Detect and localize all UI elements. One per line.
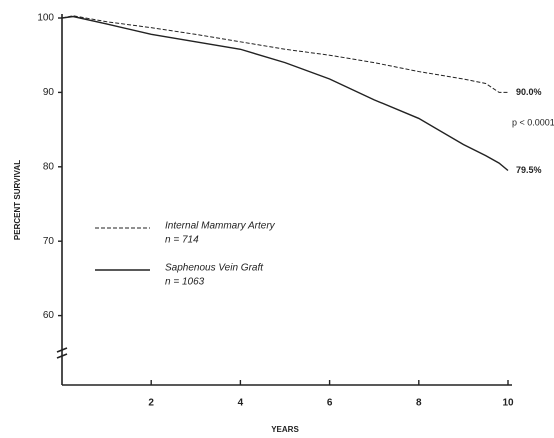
value-label: 90.0% (516, 87, 542, 97)
y-tick-label: 70 (43, 236, 55, 247)
x-tick-label: 6 (327, 398, 333, 409)
axis-break (56, 347, 68, 359)
x-tick-label: 2 (148, 398, 154, 409)
x-tick-label: 10 (502, 398, 514, 409)
x-tick-label: 4 (238, 398, 244, 409)
y-tick-label: 100 (37, 13, 54, 24)
legend-n: n = 714 (165, 235, 199, 246)
value-label: 79.5% (516, 165, 542, 175)
legend-n: n = 1063 (165, 277, 205, 288)
y-axis-label: PERCENT SURVIVAL (13, 160, 22, 240)
x-tick-label: 8 (416, 398, 422, 409)
y-tick-label: 60 (43, 310, 55, 321)
annotation: p < 0.0001 (512, 117, 554, 127)
x-axis-label: YEARS (271, 425, 299, 434)
legend-label: Internal Mammary Artery (165, 221, 276, 232)
y-tick-label: 80 (43, 161, 55, 172)
legend-label: Saphenous Vein Graft (165, 263, 264, 274)
series-line (61, 15, 508, 93)
y-tick-label: 90 (43, 87, 55, 98)
series-line (61, 15, 509, 172)
